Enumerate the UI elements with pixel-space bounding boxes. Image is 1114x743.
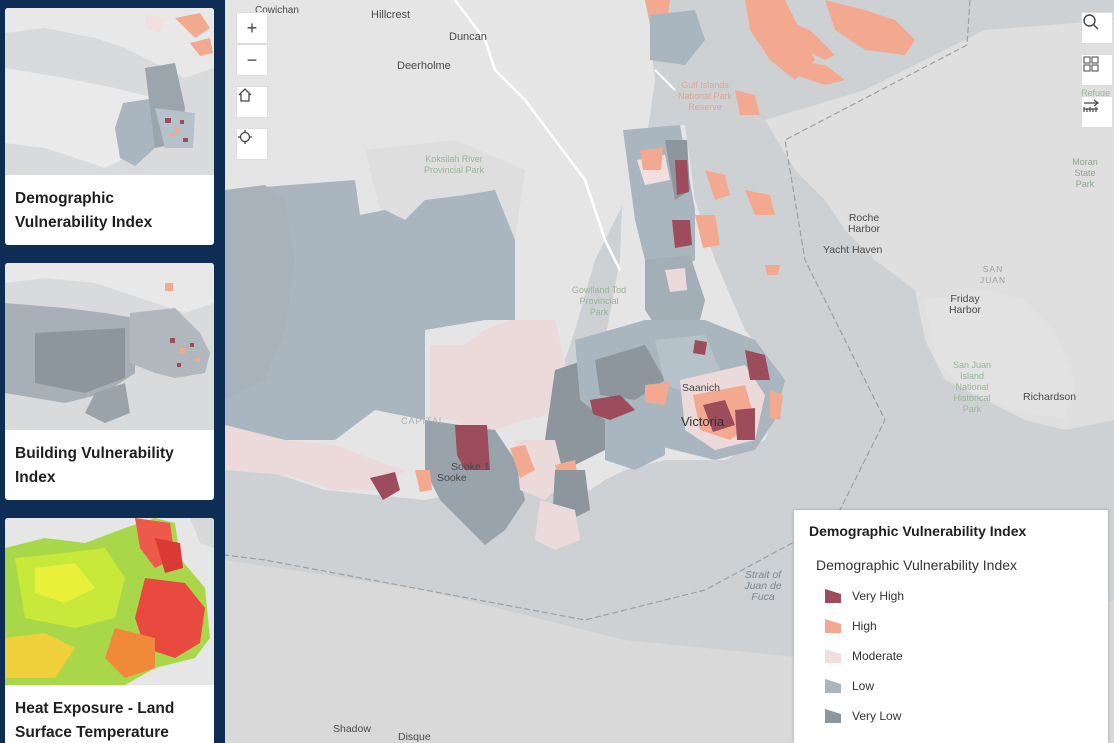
label-sooke: Sooke [437, 472, 467, 484]
label-shadow: Shadow [333, 723, 371, 735]
card-title: Building Vulnerability Index [15, 445, 174, 486]
legend-item-label: Moderate [852, 649, 903, 663]
label-strait: Strait of Juan de Fuca [744, 569, 782, 603]
label-deerholme: Deerholme [397, 60, 451, 72]
label-capital: CAPITAL [401, 416, 445, 426]
legend-swatch [825, 649, 841, 663]
legend-item: Moderate [824, 646, 903, 666]
legend-item-label: Very High [852, 589, 905, 603]
legend-item: Very High [824, 586, 904, 606]
zoom-out-button[interactable]: − [236, 44, 268, 76]
measure-icon [1083, 99, 1099, 112]
card-building-vulnerability[interactable]: Building Vulnerability Index [5, 263, 214, 500]
legend-swatch [825, 619, 841, 633]
legend-swatch [825, 589, 841, 603]
home-button[interactable] [236, 86, 268, 118]
label-duncan: Duncan [449, 31, 487, 43]
label-san-juan: SAN JUAN [979, 264, 1007, 285]
label-roche-harbor: Roche Harbor [847, 212, 881, 235]
legend-item-label: Very Low [852, 709, 902, 723]
label-saanich: Saanich [682, 382, 720, 394]
label-moran: Moran State Park [1072, 157, 1098, 189]
card-title: Heat Exposure - Land Surface Temperature [15, 700, 175, 741]
region-very-high-sooke [455, 425, 490, 470]
legend-swatch [825, 709, 841, 723]
zoom-in-button[interactable]: + [236, 12, 268, 44]
label-yacht-haven: Yacht Haven [823, 244, 883, 256]
label-hillcrest: Hillcrest [371, 9, 411, 21]
legend-item: Low [824, 676, 874, 696]
legend-swatch [825, 679, 841, 693]
card-demographic-vulnerability[interactable]: Demographic Vulnerability Index [5, 8, 214, 245]
legend-item-label: Low [852, 679, 875, 693]
sidebar: Demographic Vulnerability Index Building… [0, 0, 225, 743]
label-gulf-islands: Gulf Islands National Park Reserve [677, 80, 733, 112]
label-richardson: Richardson [1023, 391, 1077, 403]
legend-panel: Demographic Vulnerability Index Demograp… [794, 510, 1108, 743]
region-low-west [225, 180, 515, 440]
home-icon [238, 88, 252, 102]
search-icon [1083, 14, 1099, 30]
label-refuge: Refuge [1081, 88, 1111, 98]
basemap-gallery-icon [1083, 56, 1099, 72]
card-heat-exposure[interactable]: Heat Exposure - Land Surface Temperature [5, 518, 214, 743]
measure-button[interactable] [1081, 96, 1113, 128]
label-disque: Disque [398, 731, 431, 743]
legend-item: High [824, 616, 877, 636]
label-san-juan-park: San Juan Island National Historical Park [952, 360, 992, 414]
label-koksilah: Koksilah River Provincial Park [423, 154, 485, 175]
legend-title: Demographic Vulnerability Index [809, 523, 1027, 539]
legend-item: Very Low [824, 706, 901, 726]
card-title: Demographic Vulnerability Index [15, 190, 153, 231]
demographic-thumbnail [5, 8, 214, 175]
heat-thumbnail [5, 518, 214, 685]
basemap-gallery-button[interactable] [1081, 54, 1113, 86]
label-victoria: Victoria [681, 414, 725, 429]
locate-button[interactable] [236, 128, 268, 160]
label-sooke-1: Sooke 1 [451, 461, 490, 473]
legend-item-label: High [852, 619, 877, 633]
locate-icon [238, 130, 252, 144]
label-gowlland: Gowlland Tod Provincial Park [571, 285, 627, 317]
building-thumbnail [5, 263, 214, 430]
label-friday-harbor: Friday Harbor [948, 293, 982, 316]
legend-subtitle: Demographic Vulnerability Index [816, 557, 1018, 573]
search-button[interactable] [1081, 12, 1113, 44]
label-cowichan: Cowichan [255, 5, 299, 16]
